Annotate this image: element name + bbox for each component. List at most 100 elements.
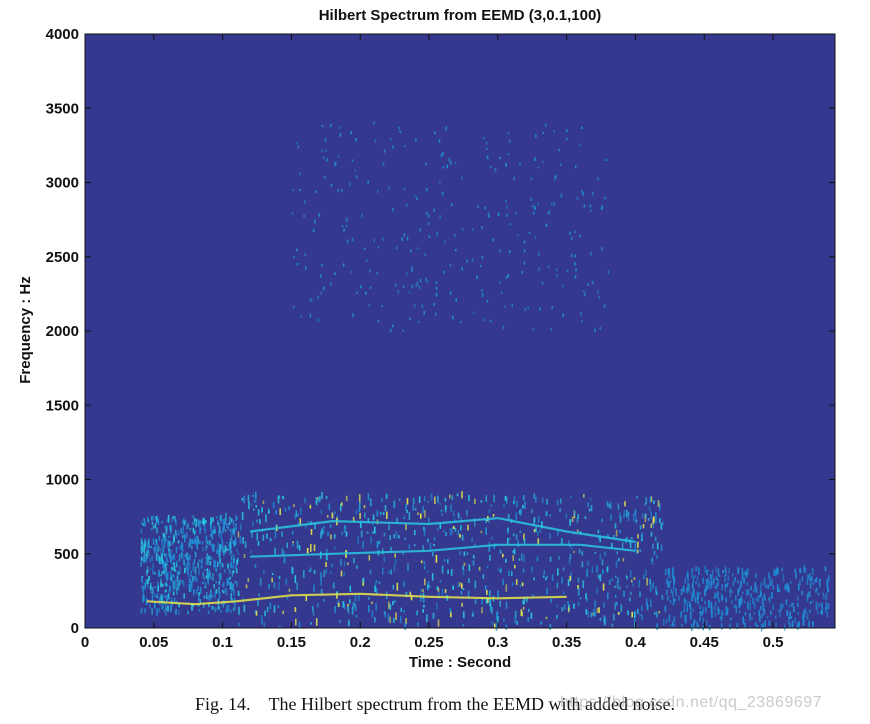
energy-speckle [798,621,800,626]
energy-speckle [416,247,419,250]
energy-speckle [504,305,506,308]
energy-speckle [788,604,791,608]
energy-speckle [167,560,169,563]
energy-speckle [164,525,167,529]
energy-speckle [471,537,473,542]
energy-speckle [683,606,686,612]
energy-speckle [209,524,212,529]
energy-speckle [484,206,487,210]
energy-speckle [312,611,315,616]
energy-speckle [542,131,545,134]
energy-speckle [191,545,193,550]
energy-speckle [682,610,685,613]
energy-speckle [163,542,166,548]
energy-speckle [494,168,497,172]
energy-speckle [286,596,289,600]
energy-speckle [320,579,322,586]
energy-speckle [325,548,328,557]
energy-speckle [292,541,294,544]
energy-speckle [610,501,612,510]
energy-speckle [673,578,675,586]
energy-speckle [742,616,744,623]
energy-speckle [499,600,502,607]
energy-speckle [140,538,143,546]
energy-speckle [607,533,609,538]
energy-speckle [589,498,592,501]
energy-speckle [684,614,686,621]
energy-speckle [466,259,468,263]
energy-speckle [424,578,426,586]
energy-speckle [283,551,285,556]
energy-speckle [649,599,652,608]
energy-speckle [704,600,706,605]
energy-speckle [808,620,810,628]
energy-speckle [756,624,759,629]
energy-speckle [197,585,199,591]
energy-speckle [231,597,233,603]
energy-speckle [213,566,215,569]
energy-speckle [509,223,512,226]
energy-speckle [183,559,185,566]
energy-speckle [824,606,827,613]
energy-speckle [160,594,163,599]
energy-speckle [553,130,555,133]
energy-speckle [165,573,167,580]
energy-speckle [744,612,747,616]
energy-speckle [565,513,568,519]
energy-speckle [322,529,325,535]
energy-speckle [230,561,233,568]
energy-speckle [223,525,225,530]
energy-speckle [737,570,739,574]
energy-speckle [174,515,176,521]
energy-speckle [667,569,669,575]
energy-speckle [144,538,146,544]
energy-speckle [164,567,166,570]
energy-speckle [810,577,812,582]
energy-speckle [218,531,220,538]
energy-speckle [502,553,504,558]
energy-speckle [635,541,638,544]
energy-speckle [789,623,791,628]
energy-speckle [294,514,296,519]
energy-speckle [179,579,182,585]
energy-speckle [812,621,814,628]
energy-speckle [425,277,427,282]
energy-speckle [426,570,429,574]
energy-speckle [644,513,647,518]
energy-speckle [165,608,167,616]
energy-speckle [227,578,230,585]
energy-speckle [339,619,341,623]
energy-speckle [313,584,315,593]
energy-speckle [152,569,154,575]
energy-speckle [567,607,570,613]
energy-speckle [807,592,809,599]
energy-speckle [729,623,731,630]
energy-speckle [418,285,421,290]
energy-speckle [619,530,621,534]
frequency-ridge [146,592,567,606]
energy-speckle [341,189,343,193]
energy-speckle [667,595,669,601]
energy-speckle [300,315,302,318]
energy-speckle [242,537,244,544]
energy-speckle [710,574,713,583]
energy-speckle [587,560,589,566]
energy-speckle [617,612,620,615]
energy-speckle [749,602,751,611]
energy-speckle [258,593,260,597]
energy-speckle [203,577,206,580]
energy-speckle [635,549,638,555]
energy-speckle [450,161,452,165]
energy-speckle [672,571,674,579]
energy-speckle [253,500,256,503]
energy-speckle [320,572,322,580]
energy-speckle [756,587,758,594]
energy-speckle [611,623,614,628]
energy-speckle [334,272,336,275]
energy-speckle [736,622,739,630]
energy-speckle [629,540,632,549]
energy-speckle [343,561,346,567]
energy-speckle [167,514,170,523]
energy-speckle [688,584,690,592]
energy-speckle [818,603,821,608]
